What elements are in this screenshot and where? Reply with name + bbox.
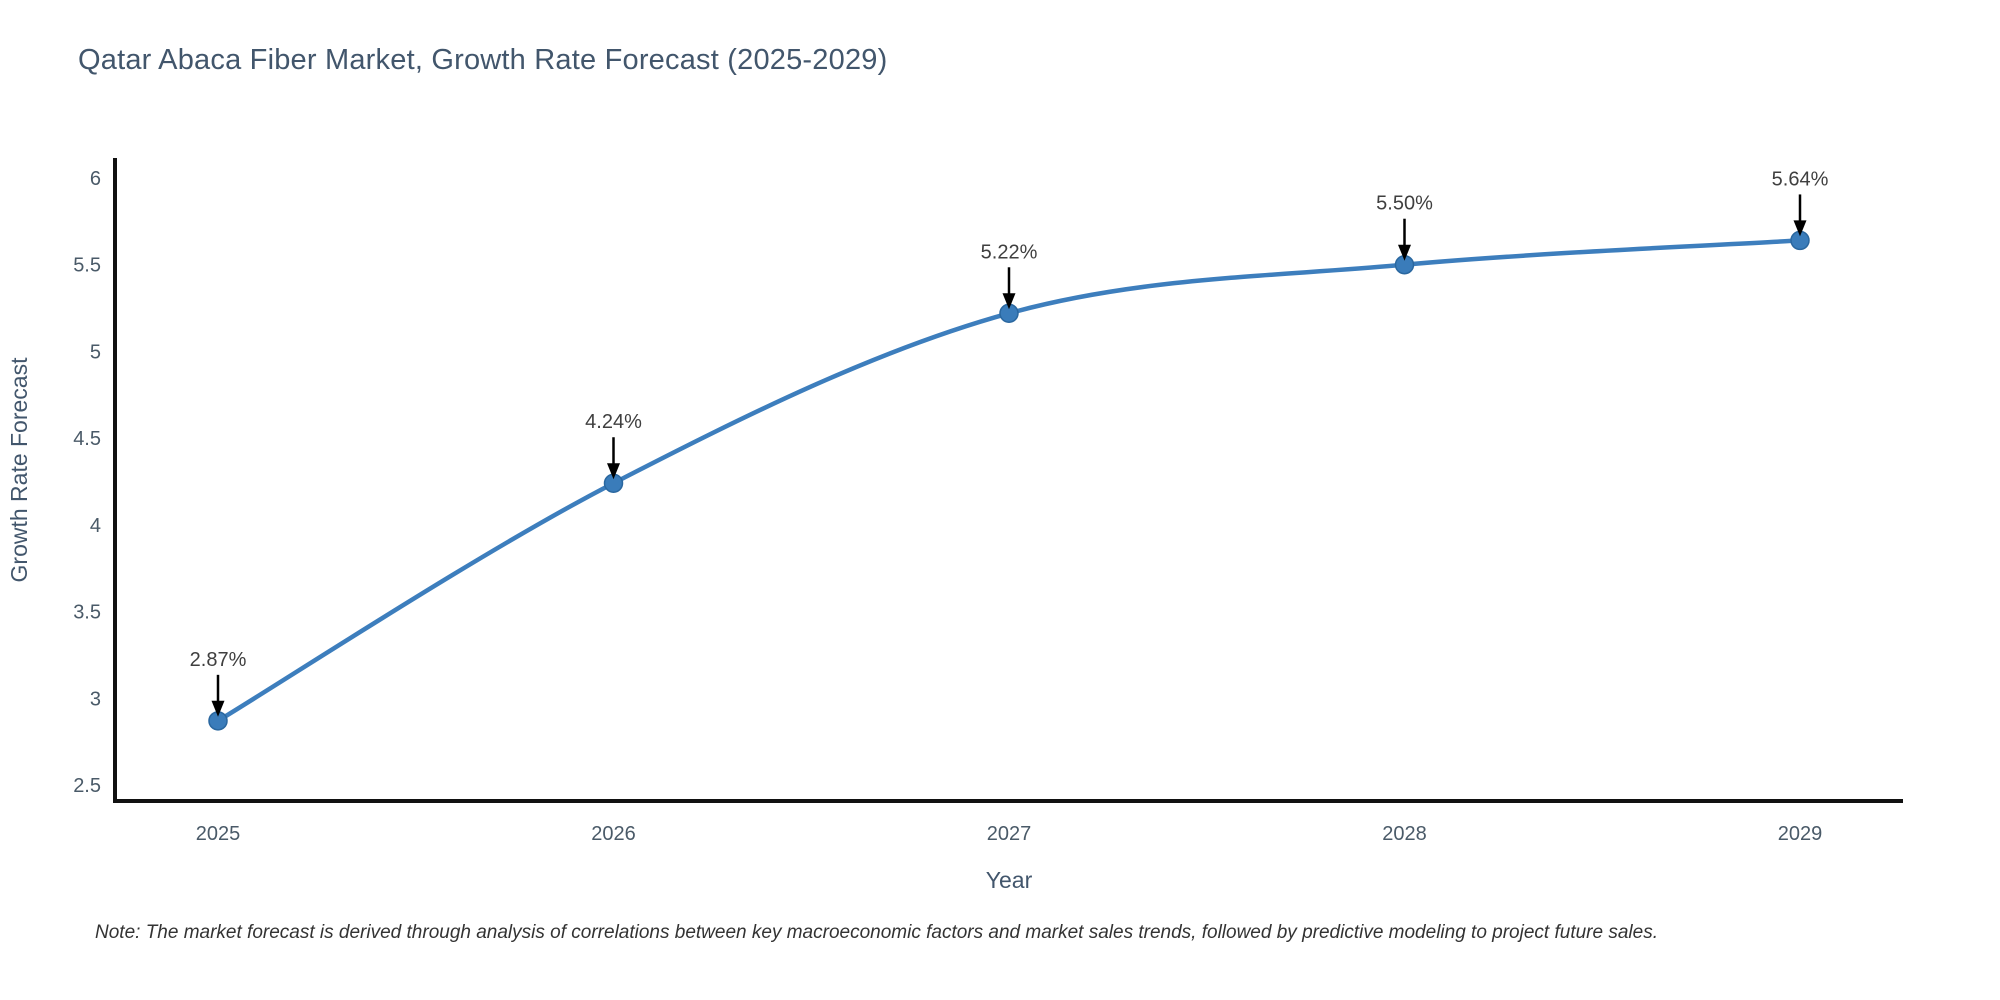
chart-title: Qatar Abaca Fiber Market, Growth Rate Fo… <box>78 44 888 76</box>
y-tick-label: 5.5 <box>73 255 101 277</box>
y-tick-label: 4.5 <box>73 428 101 450</box>
y-tick-label: 2.5 <box>73 775 101 797</box>
point-annotation-label: 2.87% <box>190 649 247 671</box>
y-tick-label: 3.5 <box>73 602 101 624</box>
x-axis-title: Year <box>986 867 1033 893</box>
y-tick-label: 6 <box>90 168 101 190</box>
point-annotation-label: 5.64% <box>1772 168 1829 190</box>
point-annotation-label: 5.22% <box>981 241 1038 263</box>
y-tick-label: 4 <box>90 515 101 537</box>
point-annotation-label: 4.24% <box>585 411 642 433</box>
annotation-arrowhead-icon <box>607 463 620 480</box>
annotation-arrowhead-icon <box>211 700 225 717</box>
footnote: Note: The market forecast is derived thr… <box>95 922 1658 943</box>
point-annotation-label: 5.50% <box>1376 193 1433 215</box>
annotation-arrowhead-icon <box>1002 293 1016 310</box>
annotation-arrowhead-icon <box>1398 244 1411 261</box>
x-tick-label: 2026 <box>591 823 636 845</box>
y-tick-label: 3 <box>90 688 101 710</box>
x-tick-label: 2029 <box>1778 823 1823 845</box>
annotation-arrowhead-icon <box>1793 220 1807 237</box>
y-tick-label: 5 <box>90 341 101 363</box>
x-tick-label: 2028 <box>1382 823 1427 845</box>
y-axis-title: Growth Rate Forecast <box>6 357 32 583</box>
x-tick-label: 2025 <box>196 823 241 845</box>
x-tick-label: 2027 <box>987 823 1032 845</box>
